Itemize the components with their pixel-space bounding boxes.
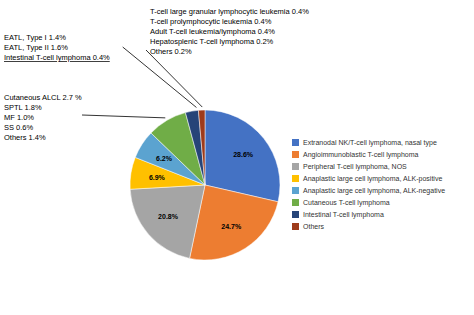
svg-text:Others: Others	[303, 223, 325, 230]
svg-text:Anaplastic large cell lymphoma: Anaplastic large cell lymphoma, ALK-nega…	[303, 187, 445, 195]
svg-text:6.9%: 6.9%	[149, 174, 166, 181]
svg-text:Others 0.2%: Others 0.2%	[150, 47, 192, 56]
svg-text:Cutaneous ALCL 2.7 %: Cutaneous ALCL 2.7 %	[8, 93, 82, 102]
svg-text:24.7%: 24.7%	[221, 223, 242, 230]
svg-text:T-cell prolymphocytic leukemia: T-cell prolymphocytic leukemia 0.4%	[150, 17, 272, 26]
svg-text:Intestinal T-cell lymphoma: Intestinal T-cell lymphoma	[303, 211, 384, 219]
svg-text:Hepatosplenic T-cell lymphoma: Hepatosplenic T-cell lymphoma 0.2%	[150, 37, 274, 46]
svg-text:28.6%: 28.6%	[233, 151, 254, 158]
svg-text:Intestinal T-cell lymphoma 0.4: Intestinal T-cell lymphoma 0.4%	[8, 53, 110, 62]
svg-text:Extranodal NK/T-cell lymphoma,: Extranodal NK/T-cell lymphoma, nasal typ…	[303, 139, 437, 147]
svg-text:SS 0.6%: SS 0.6%	[8, 123, 34, 132]
svg-text:EATL, Type II 1.6%: EATL, Type II 1.6%	[8, 43, 68, 52]
svg-text:SPTL 1.8%: SPTL 1.8%	[8, 103, 42, 112]
svg-text:Peripheral T-cell lymphoma, NO: Peripheral T-cell lymphoma, NOS	[303, 163, 407, 171]
svg-text:Angioimmunoblastic T-cell lymp: Angioimmunoblastic T-cell lymphoma	[303, 151, 419, 159]
svg-text:EATL, Type I 1.4%: EATL, Type I 1.4%	[8, 33, 66, 42]
svg-text:Others 1.4%: Others 1.4%	[8, 133, 46, 142]
svg-text:6.2%: 6.2%	[156, 155, 173, 162]
svg-text:T-cell large granular lymphocy: T-cell large granular lymphocytic leukem…	[150, 7, 309, 16]
svg-text:MF 1.0%: MF 1.0%	[8, 113, 34, 122]
svg-text:Cutaneous T-cell lymphoma: Cutaneous T-cell lymphoma	[303, 199, 390, 207]
svg-text:Adult T-cell leukemia/lymphoma: Adult T-cell leukemia/lymphoma 0.4%	[150, 27, 275, 36]
svg-text:Anaplastic large cell lymphoma: Anaplastic large cell lymphoma, ALK-posi…	[303, 175, 442, 183]
svg-text:20.8%: 20.8%	[158, 213, 179, 220]
